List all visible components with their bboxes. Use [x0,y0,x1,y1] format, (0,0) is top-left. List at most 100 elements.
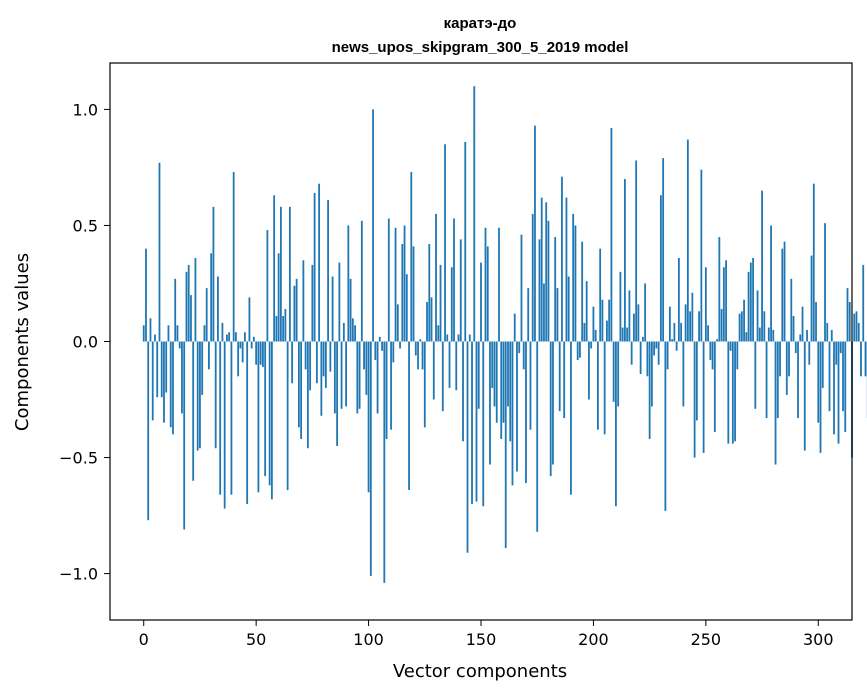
bar-271 [752,257,754,342]
bar-50 [255,341,258,365]
bar-141 [459,239,462,342]
chart-title: каратэ-до [444,15,517,32]
bar-12 [169,341,172,428]
bar-37 [226,334,228,342]
bar-237 [675,341,678,351]
bar-85 [333,341,336,414]
bar-46 [246,341,249,504]
bar-157 [495,341,498,423]
bar-60 [277,253,280,342]
bar-162 [507,341,509,407]
bar-293 [801,306,804,342]
bar-248 [700,169,703,342]
bar-110 [390,341,392,430]
bar-154 [489,341,491,465]
bar-317 [855,311,858,342]
bar-167 [518,341,521,354]
bar-161 [504,341,507,549]
bar-96 [358,341,361,409]
bar-180 [547,220,550,342]
bar-42 [237,341,240,377]
bar-241 [684,304,687,342]
bar-270 [749,262,752,342]
bar-111 [392,341,395,363]
bar-251 [707,325,709,342]
bar-68 [295,278,298,342]
bar-70 [300,341,303,439]
bar-181 [549,341,552,477]
bar-314 [848,302,851,342]
bar-140 [457,334,460,342]
bar-108 [385,341,388,439]
bar-312 [844,341,847,433]
bar-17 [181,341,183,414]
bar-114 [399,341,401,349]
bar-208 [610,127,613,342]
bar-215 [626,327,629,342]
bar-259 [725,260,727,342]
bar-268 [745,332,748,342]
bar-26 [201,341,204,395]
bar-53 [262,341,264,368]
bar-234 [668,306,671,342]
bar-245 [693,341,696,458]
bar-163 [509,341,512,442]
bar-276 [763,311,766,342]
bar-57 [270,341,273,500]
bar-194 [579,341,581,358]
bar-232 [664,341,667,511]
bar-191 [572,213,575,342]
bar-64 [286,341,289,491]
bar-294 [803,341,806,451]
bar-211 [617,341,620,407]
bar-304 [826,322,829,342]
bar-59 [275,315,278,342]
bar-160 [502,341,505,423]
bar-177 [540,197,543,342]
bar-105 [378,336,381,342]
bar-188 [565,197,568,342]
bar-9 [163,341,165,423]
bar-112 [394,227,397,342]
bar-113 [396,304,399,342]
bar-139 [455,341,458,391]
bar-279 [770,225,772,342]
y-tick-label: 1.0 [73,100,98,119]
bar-119 [410,172,413,342]
bar-175 [536,341,539,532]
bar-65 [288,206,291,342]
bar-100 [367,341,370,493]
bar-222 [641,336,644,342]
bar-145 [468,334,471,342]
bar-206 [606,320,608,342]
bar-10 [165,341,168,393]
bar-166 [516,341,518,472]
bar-20 [187,264,190,342]
bar-183 [554,237,557,342]
bar-246 [695,341,698,421]
bar-176 [538,239,541,342]
bar-21 [190,295,192,342]
bar-106 [381,341,383,351]
bar-316 [853,313,856,342]
bar-11 [167,325,170,342]
bar-302 [821,341,824,388]
bar-258 [722,267,725,342]
bar-97 [360,220,363,342]
bar-290 [794,341,797,354]
bar-298 [812,183,815,342]
y-tick-label: −1.0 [59,565,98,584]
bar-220 [637,304,640,342]
bar-283 [779,341,781,377]
bar-185 [558,341,561,412]
bar-193 [576,341,579,361]
y-tick-label: −0.5 [59,449,98,468]
bar-274 [758,327,761,342]
bar-91 [347,225,350,342]
bar-131 [437,325,440,342]
bar-230 [659,195,662,342]
bar-240 [682,341,685,407]
bar-260 [727,341,730,444]
bar-88 [340,341,343,409]
bar-95 [356,341,359,414]
